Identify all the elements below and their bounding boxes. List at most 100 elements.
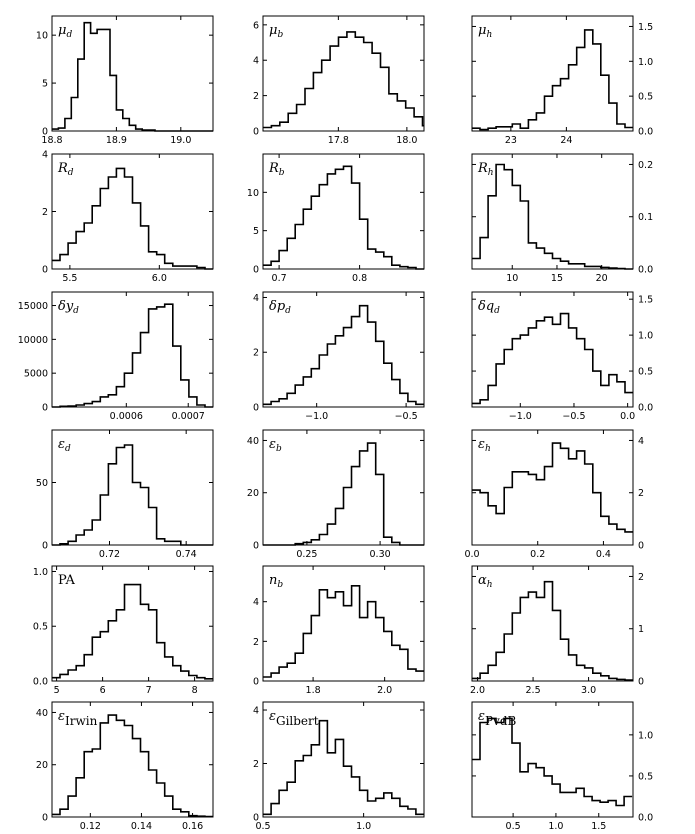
y-tick-label: 4 <box>638 436 644 447</box>
y-tick-label: 4 <box>253 597 259 608</box>
y-tick-label: 4 <box>253 706 259 717</box>
histogram-panel: 5 6 7 8 0.0 0.5 1.0 PA <box>33 565 214 696</box>
x-tick-label: 2.0 <box>377 685 392 696</box>
y-tick-label: 0.0 <box>638 813 653 824</box>
y-tick-label: 4 <box>42 150 48 161</box>
x-tick-label: −0.5 <box>562 411 585 422</box>
histogram-panel: 18.8 18.9 19.0 0 5 10 μd <box>36 15 214 146</box>
x-tick-label: 23 <box>505 135 517 146</box>
y-tick-label: 4 <box>253 293 259 304</box>
histogram-panel: 0.0 0.2 0.4 0 2 4 εh <box>464 429 644 560</box>
x-tick-label: 17.8 <box>328 135 349 146</box>
y-tick-label: 0 <box>253 813 259 824</box>
y-tick-label: 5000 <box>24 369 48 380</box>
x-tick-label: 0.25 <box>296 549 317 560</box>
y-tick-label: 20 <box>247 488 259 499</box>
x-tick-label: 0.72 <box>99 549 120 560</box>
histogram-panel: 0.5 1.0 0 2 4 εGilbert <box>253 701 425 832</box>
panel-frame <box>51 291 214 408</box>
panel-frame <box>51 701 214 818</box>
y-tick-label: 0.0 <box>638 127 653 138</box>
y-tick-label: 1.0 <box>33 567 48 578</box>
x-tick-label: 0.0 <box>464 549 479 560</box>
y-tick-label: 15000 <box>18 301 48 312</box>
x-tick-label: 1.0 <box>356 821 371 832</box>
y-tick-label: 1 <box>638 624 644 635</box>
y-tick-label: 2 <box>42 207 48 218</box>
panel-label: nb <box>269 573 283 590</box>
histogram-panel: −1.0 −0.5 0.00.0 0.5 1.0 1.5 δqd <box>471 291 653 422</box>
x-tick-label: 0.0007 <box>172 411 205 422</box>
panel-label: εIrwin <box>58 709 98 728</box>
x-tick-label: 0.4 <box>596 549 611 560</box>
x-tick-label: 0.30 <box>370 549 391 560</box>
histogram-steps <box>472 717 633 807</box>
y-tick-label: 10 <box>36 31 48 42</box>
histogram-steps <box>52 21 213 132</box>
x-tick-label: 0.0006 <box>110 411 143 422</box>
x-tick-label: −1.0 <box>509 411 532 422</box>
panel-label: εd <box>58 437 71 454</box>
panel-label: εGilbert <box>269 709 319 728</box>
histogram-steps <box>52 167 213 270</box>
y-tick-label: 1.0 <box>638 57 653 68</box>
histogram-panel: 0.5 1.0 1.5 0.0 0.5 1.0 εPvdB <box>471 701 653 832</box>
y-tick-label: 1.5 <box>638 295 653 306</box>
x-tick-label: 0.16 <box>182 821 203 832</box>
y-tick-label: 0.5 <box>638 92 653 103</box>
histogram-panel: 0.72 0.74 0 50 εd <box>36 429 214 560</box>
y-tick-label: 10 <box>247 188 259 199</box>
y-tick-label: 0 <box>638 541 644 552</box>
panel-frame <box>262 429 425 546</box>
x-tick-label: 8 <box>192 685 198 696</box>
panel-label: PA <box>58 573 76 588</box>
panel-label: μh <box>478 23 492 40</box>
histogram-panel: 2.0 2.5 3.0 0 1 2 αh <box>470 565 644 696</box>
y-tick-label: 1.0 <box>638 331 653 342</box>
x-tick-label: −0.5 <box>395 411 418 422</box>
panel-frame <box>262 15 425 132</box>
histogram-steps <box>52 583 213 680</box>
y-tick-label: 40 <box>247 436 259 447</box>
y-tick-label: 0 <box>253 403 259 414</box>
panel-label: Rd <box>57 161 74 178</box>
panel-frame <box>262 291 425 408</box>
panel-frame <box>262 701 425 818</box>
x-tick-label: 6.0 <box>152 273 167 284</box>
y-tick-label: 0 <box>253 265 259 276</box>
x-tick-label: 0.5 <box>255 821 270 832</box>
x-tick-label: 0.7 <box>272 273 287 284</box>
histogram-steps <box>263 719 424 816</box>
histogram-panel: 0.7 0.8 0 5 10 Rb <box>247 153 425 284</box>
histogram-panel: 10 15 20 0.0 0.1 0.2 Rh <box>471 153 653 284</box>
y-tick-label: 0 <box>42 541 48 552</box>
panel-frame <box>51 15 214 132</box>
x-tick-label: 0.5 <box>506 821 521 832</box>
histogram-steps <box>472 580 633 681</box>
y-tick-label: 0.2 <box>638 160 653 171</box>
panel-frame <box>51 565 214 682</box>
x-tick-label: 0.2 <box>530 549 545 560</box>
y-tick-label: 0 <box>253 127 259 138</box>
histogram-panel: 23 24 0.0 0.5 1.0 1.5 μh <box>471 15 653 146</box>
y-tick-label: 0.5 <box>638 771 653 782</box>
histogram-steps <box>263 165 424 270</box>
x-tick-label: 19.0 <box>170 135 191 146</box>
histogram-steps <box>263 31 424 129</box>
panel-label: Rb <box>268 161 285 178</box>
panel-frame <box>471 701 634 818</box>
x-tick-label: 6 <box>100 685 106 696</box>
panel-label: Rh <box>477 161 494 178</box>
panel-label: μd <box>58 23 72 40</box>
y-tick-label: 0 <box>253 541 259 552</box>
y-tick-label: 4 <box>253 56 259 67</box>
y-tick-label: 40 <box>36 708 48 719</box>
x-tick-label: 1.5 <box>591 821 606 832</box>
y-tick-label: 2 <box>253 91 259 102</box>
histogram-panel: 5.5 6.0 0 2 4 Rd <box>42 150 214 284</box>
y-tick-label: 1.5 <box>638 22 653 33</box>
panel-label: δpd <box>269 299 291 316</box>
y-tick-label: 2 <box>638 572 644 583</box>
y-tick-label: 5 <box>42 79 48 90</box>
x-tick-label: 1.0 <box>548 821 563 832</box>
